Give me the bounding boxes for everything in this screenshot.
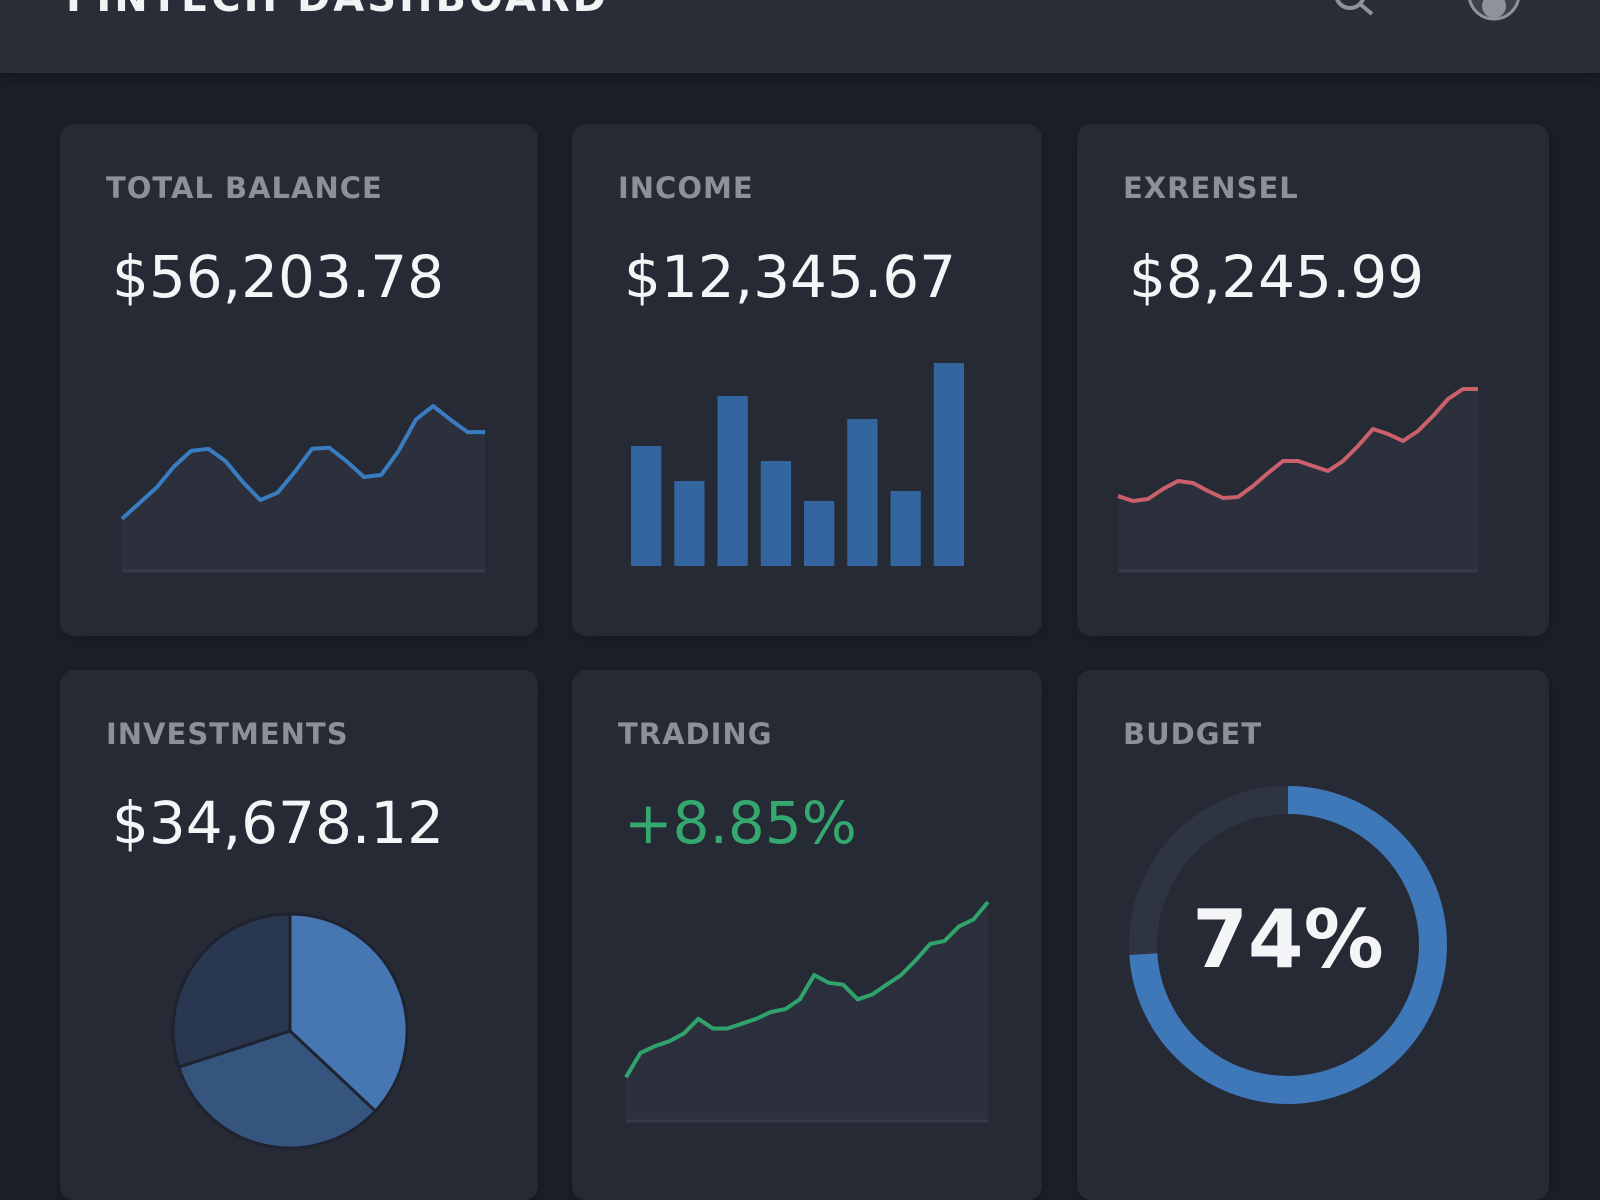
card-label: TRADING xyxy=(618,717,773,751)
line xyxy=(120,404,485,521)
card-label: BUDGET xyxy=(1123,717,1262,751)
card-value: $12,345.67 xyxy=(624,243,956,311)
bar xyxy=(717,396,748,566)
line xyxy=(1117,387,1478,503)
card-value: $34,678.12 xyxy=(112,789,444,857)
card: TRADING +8.85% xyxy=(572,670,1042,1200)
header: FINTECH DASHBOARD xyxy=(0,0,1600,73)
header-title: FINTECH DASHBOARD xyxy=(66,0,609,21)
donut-label: 74% xyxy=(1192,893,1383,986)
area-fill xyxy=(122,406,485,571)
donut-arc xyxy=(1129,786,1447,1104)
card: EXRENSEL $8,245.99 xyxy=(1077,124,1549,636)
card-label: INVESTMENTS xyxy=(106,717,349,751)
line xyxy=(624,900,990,1079)
card-chart: TOTAL BALANCE $56,203.78 xyxy=(106,171,485,573)
pie-slice xyxy=(171,912,292,1070)
card-label: INCOME xyxy=(618,171,754,205)
bar xyxy=(847,419,878,566)
search-icon[interactable] xyxy=(1335,0,1374,16)
card-label: EXRENSEL xyxy=(1123,171,1299,205)
pie-slice xyxy=(288,912,409,1114)
card-chart: INCOME $12,345.67 xyxy=(618,171,965,566)
card-chart: INVESTMENTS $34,678.12 xyxy=(106,717,444,1150)
bar xyxy=(631,446,662,566)
card: BUDGET 74% xyxy=(1077,670,1549,1200)
pie-slice xyxy=(176,1029,378,1150)
card-value: $8,245.99 xyxy=(1129,243,1424,311)
card-chart: BUDGET 74% xyxy=(1123,717,1447,1104)
card-label: TOTAL BALANCE xyxy=(106,171,383,205)
bar xyxy=(760,461,792,566)
header-bar: FINTECH DASHBOARD xyxy=(66,0,1520,21)
card-value: $56,203.78 xyxy=(112,243,444,311)
area-fill xyxy=(626,902,988,1121)
avatar-icon[interactable] xyxy=(1468,0,1520,21)
bar xyxy=(890,491,921,566)
area-fill xyxy=(1118,389,1478,571)
card-value: +8.85% xyxy=(624,789,857,857)
bar xyxy=(933,363,965,566)
card: INCOME $12,345.67 xyxy=(572,124,1042,636)
card: INVESTMENTS $34,678.12 xyxy=(60,670,538,1200)
card: TOTAL BALANCE $56,203.78 xyxy=(60,124,538,636)
bar xyxy=(804,501,835,566)
card-chart: EXRENSEL $8,245.99 xyxy=(1117,171,1478,573)
card-chart: TRADING +8.85% xyxy=(618,717,990,1123)
bar xyxy=(674,481,705,566)
